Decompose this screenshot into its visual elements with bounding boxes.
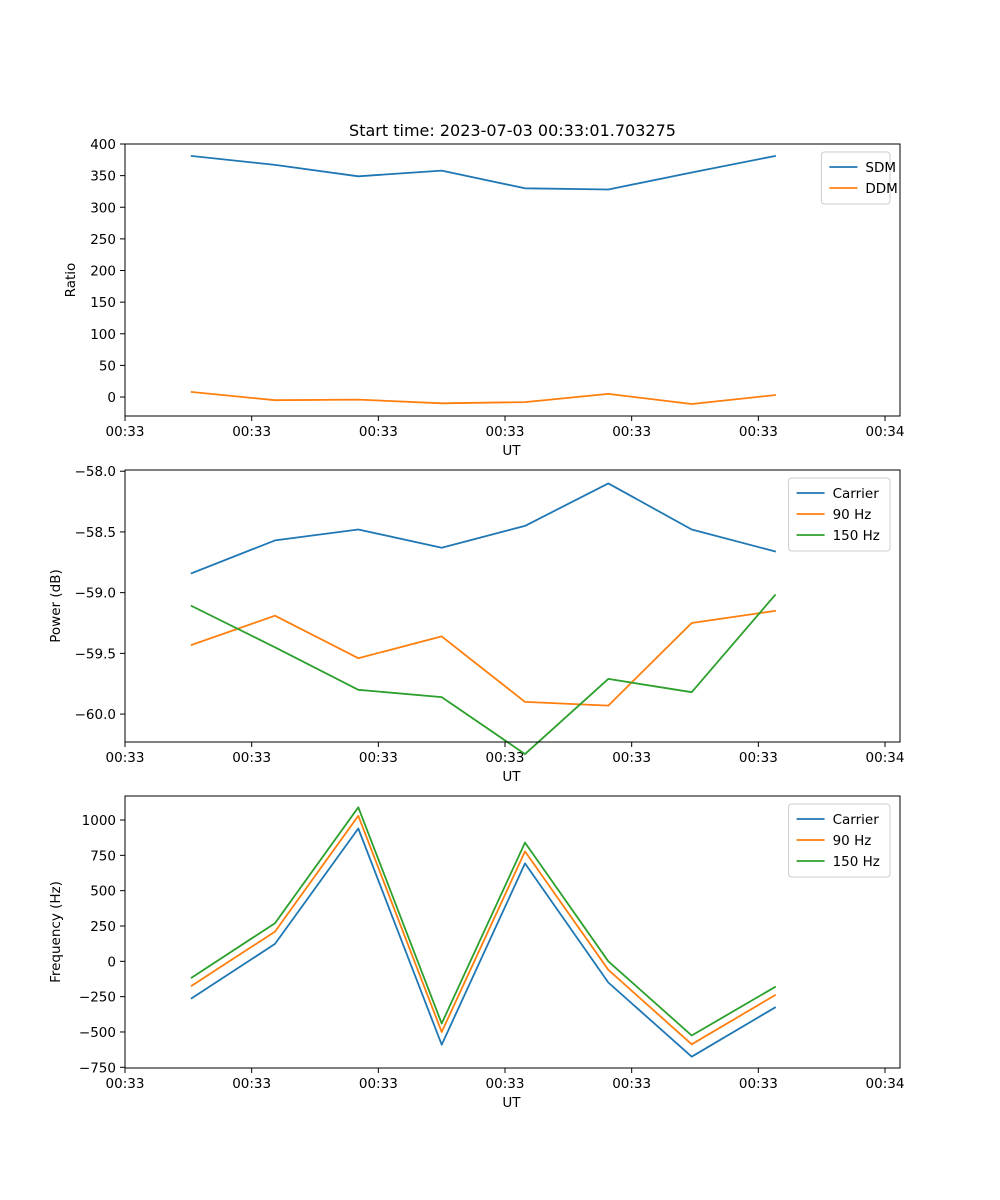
legend-entry-label: 90 Hz (833, 507, 872, 523)
series-line-sdm (190, 154, 777, 191)
series-line-carrier (190, 482, 777, 575)
legend: SDM DDM (820, 151, 898, 205)
x-tick-label: 00:33 (486, 424, 525, 440)
legend-box (820, 151, 891, 205)
y-tick-label: 150 (90, 295, 116, 311)
y-tick-label: 100 (90, 327, 116, 343)
legend-entry-label: DDM (865, 181, 897, 197)
legend-entry-label: 150 Hz (833, 528, 880, 544)
x-tick-label: 00:33 (739, 1076, 778, 1092)
x-tick-label: 00:33 (486, 1076, 525, 1092)
y-tick-label: −60.0 (75, 707, 116, 723)
x-tick-label: 00:33 (359, 750, 398, 766)
y-tick-label: −59.0 (75, 586, 116, 602)
y-tick-label: 350 (90, 169, 116, 185)
x-tick-label: 00:34 (866, 1076, 905, 1092)
x-tick-label: 00:34 (866, 424, 905, 440)
legend-entry-label: Carrier (833, 812, 880, 828)
y-axis-label: Frequency (Hz) (48, 881, 64, 983)
x-axis-label: UT (502, 443, 521, 459)
x-axis-label: UT (502, 769, 521, 785)
y-tick-label: 0 (107, 954, 116, 970)
y-tick-label: 200 (90, 264, 116, 280)
x-tick-label: 00:33 (359, 424, 398, 440)
plot-frame (124, 469, 901, 743)
x-tick-label: 00:33 (106, 1076, 145, 1092)
x-axis-label: UT (502, 1095, 521, 1111)
series-line-90-hz (190, 609, 777, 707)
x-tick-label: 00:33 (739, 750, 778, 766)
chart-panel-3: 00:33 00:33 00:33 00:33 00:33 00:33 00:34 −750 −… (48, 795, 905, 1111)
y-tick-label: 300 (90, 200, 116, 216)
x-tick-label: 00:33 (486, 750, 525, 766)
x-tick-label: 00:33 (106, 750, 145, 766)
plot-frame (124, 143, 901, 417)
y-axis-label: Ratio (63, 263, 79, 298)
y-tick-label: 0 (107, 390, 116, 406)
x-tick-label: 00:33 (232, 1076, 271, 1092)
x-tick-label: 00:33 (612, 1076, 651, 1092)
y-tick-label: −500 (79, 1025, 116, 1041)
plot-frame (124, 795, 901, 1069)
legend-entry-label: SDM (865, 160, 896, 176)
y-tick-label: −750 (79, 1060, 116, 1076)
x-tick-label: 00:33 (612, 424, 651, 440)
series-line-150-hz (190, 593, 777, 755)
y-tick-label: −250 (79, 990, 116, 1006)
y-tick-label: 250 (90, 919, 116, 935)
y-tick-label: 50 (99, 358, 116, 374)
series-line-150-hz (190, 806, 777, 1037)
y-tick-label: 750 (90, 848, 116, 864)
chart-panel-2: 00:33 00:33 00:33 00:33 00:33 00:33 00:34 −60.0… (48, 464, 904, 785)
y-tick-label: 1000 (82, 813, 116, 829)
y-axis-label: Power (dB) (48, 569, 64, 642)
legend-entry-label: Carrier (833, 486, 880, 502)
y-tick-label: 250 (90, 232, 116, 248)
x-tick-label: 00:33 (359, 1076, 398, 1092)
x-tick-label: 00:33 (232, 424, 271, 440)
legend-entry-label: 90 Hz (833, 833, 872, 849)
series-line-90-hz (190, 814, 777, 1046)
y-tick-label: −59.5 (75, 646, 116, 662)
x-tick-label: 00:34 (866, 750, 905, 766)
legend: Carrier 90 Hz 150 Hz (788, 477, 891, 552)
series-line-carrier (190, 827, 777, 1058)
series-line-ddm (190, 391, 776, 405)
y-tick-label: −58.0 (75, 464, 116, 480)
legend-box (788, 803, 891, 878)
y-tick-label: 400 (90, 137, 116, 153)
chart-title: Start time: 2023-07-03 00:33:01.703275 (349, 121, 676, 140)
legend-box (788, 477, 891, 552)
legend-entry-label: 150 Hz (833, 854, 880, 870)
chart-panel-1: Start time: 2023-07-03 00:33:01.70327500… (63, 121, 904, 459)
y-tick-label: 500 (90, 884, 116, 900)
x-tick-label: 00:33 (739, 424, 778, 440)
x-tick-label: 00:33 (232, 750, 271, 766)
y-tick-label: −58.5 (75, 525, 116, 541)
x-tick-label: 00:33 (106, 424, 145, 440)
x-tick-label: 00:33 (612, 750, 651, 766)
legend: Carrier 90 Hz 150 Hz (788, 803, 891, 878)
